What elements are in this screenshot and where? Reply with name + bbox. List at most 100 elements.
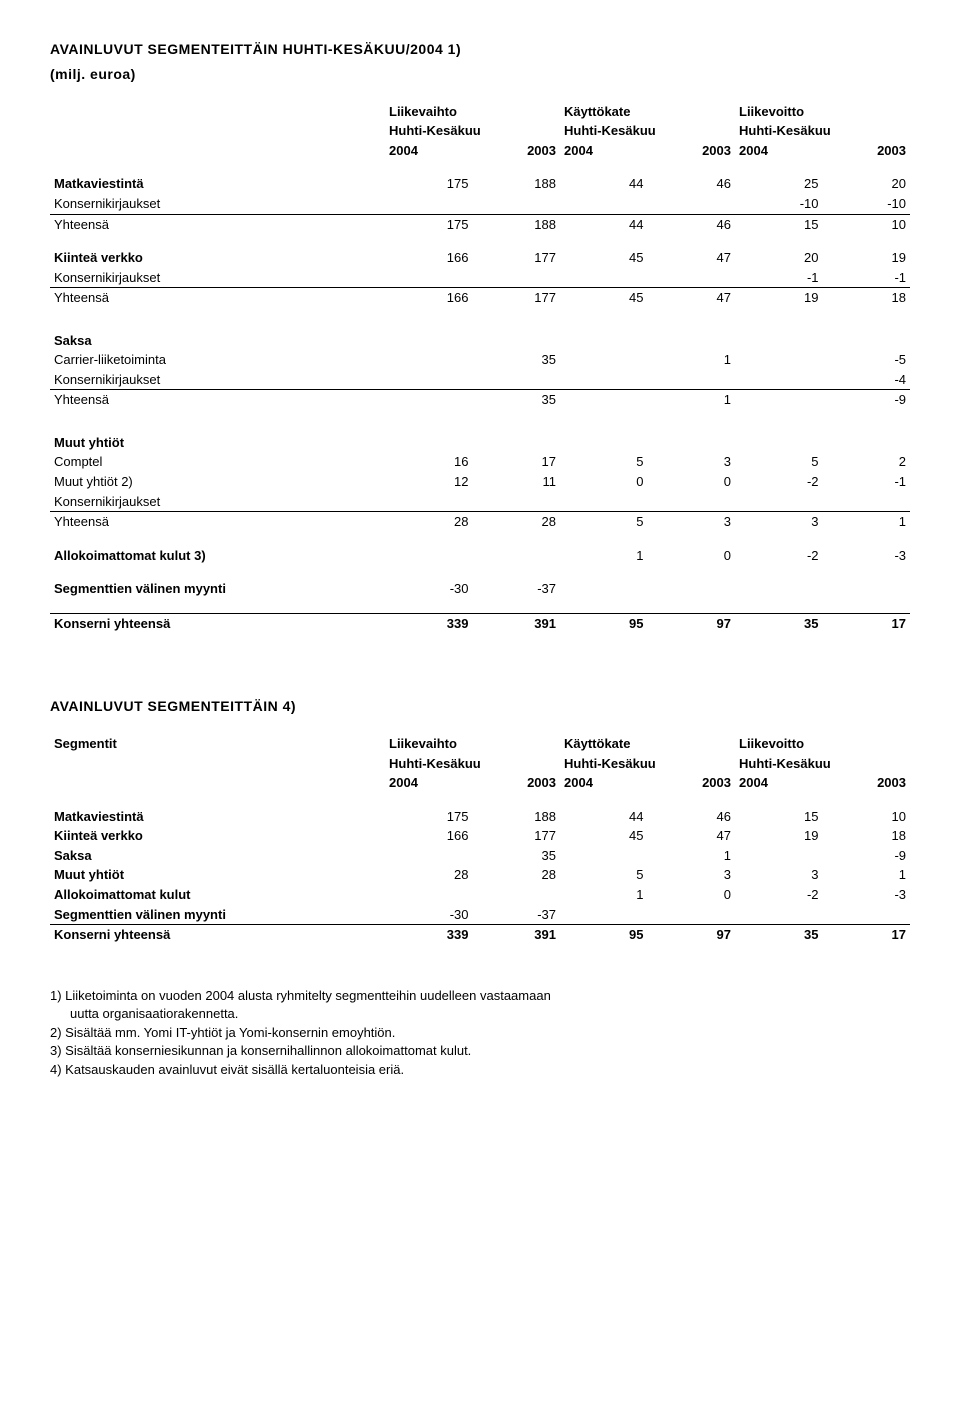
cell — [735, 846, 823, 866]
row-label: Muut yhtiöt 2) — [50, 472, 385, 492]
cell: 47 — [648, 288, 736, 308]
cell: -5 — [823, 350, 911, 370]
cell: 28 — [473, 512, 561, 532]
cell: 0 — [648, 885, 736, 905]
row-label: Yhteensä — [50, 214, 385, 234]
row-label: Segmenttien välinen myynti — [50, 579, 385, 599]
row-label: Yhteensä — [50, 390, 385, 410]
cell: 175 — [385, 807, 473, 827]
hdr-liikevoitto: Liikevoitto — [735, 102, 910, 122]
cell: 11 — [473, 472, 561, 492]
cell: 177 — [473, 288, 561, 308]
cell: 12 — [385, 472, 473, 492]
cell — [560, 579, 648, 599]
cell — [473, 370, 561, 390]
cell: 35 — [735, 613, 823, 633]
hdr-year: 2004 — [385, 141, 473, 161]
cell — [560, 268, 648, 288]
cell: 28 — [473, 865, 561, 885]
cell: 47 — [648, 826, 736, 846]
cell — [560, 370, 648, 390]
row-label: Konsernikirjaukset — [50, 194, 385, 214]
cell: 17 — [823, 613, 911, 633]
cell — [648, 268, 736, 288]
cell: 44 — [560, 174, 648, 194]
footnote-1b: uutta organisaatiorakennetta. — [50, 1005, 910, 1023]
cell: 1 — [560, 546, 648, 566]
row-label: Konserni yhteensä — [50, 613, 385, 633]
cell: 46 — [648, 807, 736, 827]
cell: 35 — [473, 350, 561, 370]
cell: -4 — [823, 370, 911, 390]
cell — [823, 492, 911, 512]
hdr-year: 2003 — [648, 773, 736, 793]
cell: 46 — [648, 174, 736, 194]
row-label: Matkaviestintä — [50, 174, 385, 194]
cell: 1 — [648, 846, 736, 866]
cell: 177 — [473, 248, 561, 268]
cell: 5 — [560, 512, 648, 532]
row-label: Konserni yhteensä — [50, 925, 385, 945]
cell: 391 — [473, 925, 561, 945]
cell — [648, 905, 736, 925]
cell: 28 — [385, 512, 473, 532]
cell: 3 — [648, 452, 736, 472]
hdr-year: 2003 — [823, 141, 911, 161]
hdr-year: 2004 — [735, 141, 823, 161]
cell: 45 — [560, 248, 648, 268]
cell: 15 — [735, 807, 823, 827]
cell — [385, 846, 473, 866]
cell: -9 — [823, 390, 911, 410]
hdr-cell — [50, 102, 385, 122]
cell — [385, 546, 473, 566]
cell: 15 — [735, 214, 823, 234]
hdr-year: 2003 — [473, 773, 561, 793]
row-label: Konsernikirjaukset — [50, 370, 385, 390]
cell: -3 — [823, 885, 911, 905]
cell — [473, 194, 561, 214]
cell: 18 — [823, 288, 911, 308]
cell: 5 — [560, 865, 648, 885]
cell — [560, 905, 648, 925]
cell: -2 — [735, 546, 823, 566]
cell — [735, 350, 823, 370]
cell: 95 — [560, 613, 648, 633]
cell: 339 — [385, 925, 473, 945]
cell — [735, 370, 823, 390]
hdr-period: Huhti-Kesäkuu — [385, 121, 560, 141]
cell: 166 — [385, 248, 473, 268]
cell: 10 — [823, 214, 911, 234]
cell: 28 — [385, 865, 473, 885]
row-label: Kiinteä verkko — [50, 826, 385, 846]
cell: 188 — [473, 174, 561, 194]
row-label: Carrier-liiketoiminta — [50, 350, 385, 370]
cell — [560, 350, 648, 370]
cell: 47 — [648, 248, 736, 268]
cell: 1 — [648, 350, 736, 370]
cell: -1 — [823, 472, 911, 492]
cell: 25 — [735, 174, 823, 194]
cell: 97 — [648, 613, 736, 633]
row-label: Allokoimattomat kulut 3) — [50, 546, 385, 566]
cell: 95 — [560, 925, 648, 945]
cell: 20 — [735, 248, 823, 268]
cell — [648, 492, 736, 512]
cell: 1 — [648, 390, 736, 410]
cell: 5 — [735, 452, 823, 472]
hdr-liikevaihto: Liikevaihto — [385, 734, 560, 754]
page-title-1: AVAINLUVUT SEGMENTEITTÄIN HUHTI-KESÄKUU/… — [50, 40, 910, 59]
hdr-segmentit: Segmentit — [50, 734, 385, 754]
cell — [473, 492, 561, 512]
row-label: Matkaviestintä — [50, 807, 385, 827]
cell: 5 — [560, 452, 648, 472]
hdr-year: 2004 — [560, 141, 648, 161]
hdr-period: Huhti-Kesäkuu — [735, 121, 910, 141]
cell: 19 — [735, 288, 823, 308]
hdr-year: 2004 — [385, 773, 473, 793]
table-1: Liikevaihto Käyttökate Liikevoitto Huhti… — [50, 102, 910, 667]
row-label: Comptel — [50, 452, 385, 472]
cell: 19 — [823, 248, 911, 268]
cell: -37 — [473, 905, 561, 925]
cell — [823, 905, 911, 925]
row-label: Saksa — [50, 846, 385, 866]
